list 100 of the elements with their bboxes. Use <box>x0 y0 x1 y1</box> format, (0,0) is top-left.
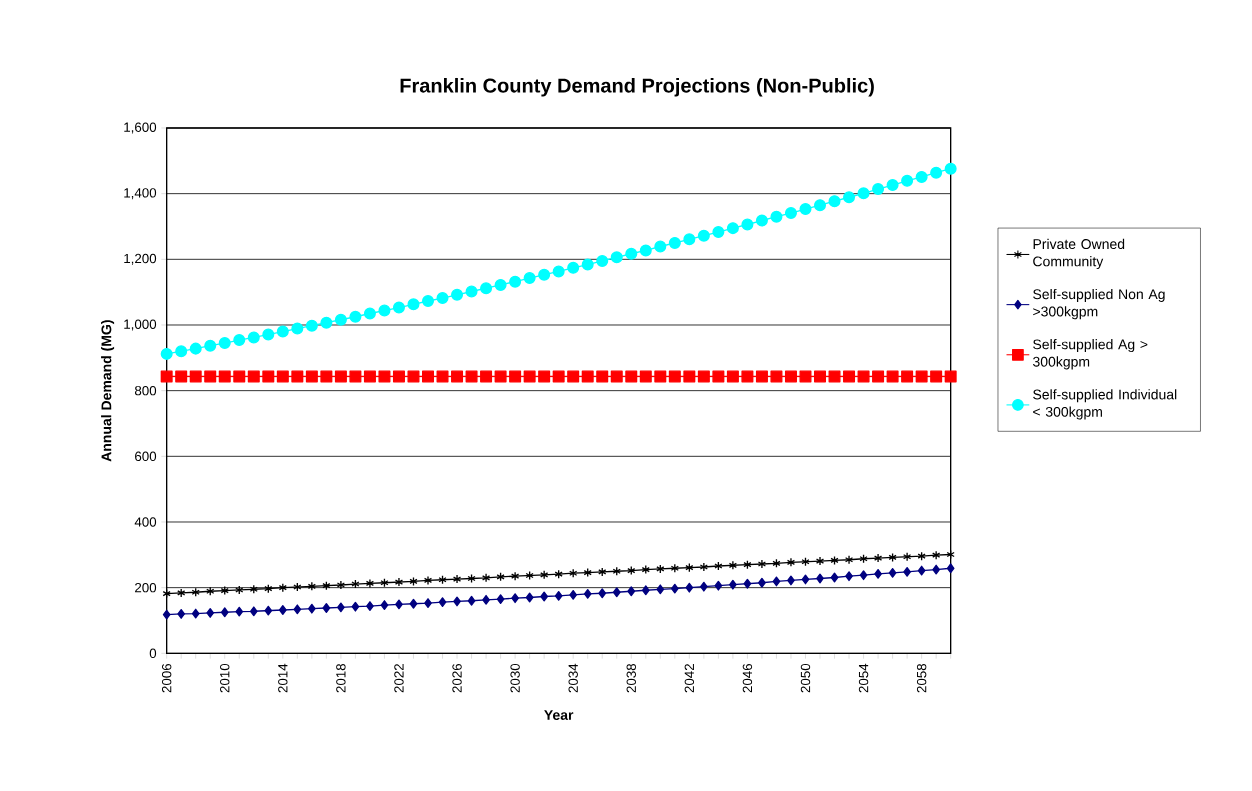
point <box>670 583 679 594</box>
point <box>625 370 638 383</box>
point <box>407 370 420 383</box>
point <box>930 370 943 383</box>
point <box>220 586 229 596</box>
x-tick-label: 2054 <box>858 663 869 693</box>
point <box>685 582 694 593</box>
point <box>349 310 362 323</box>
point <box>233 370 246 383</box>
point <box>366 601 374 612</box>
point <box>801 557 810 567</box>
legend-label: Private Owned Community <box>1033 238 1125 270</box>
point <box>160 370 173 383</box>
chart-title: Franklin County Demand Projections (Non-Public) <box>400 78 874 97</box>
point <box>160 348 173 361</box>
point <box>845 571 853 582</box>
point <box>262 328 275 341</box>
point <box>801 574 810 585</box>
point <box>857 187 870 200</box>
x-tick-label: 2006 <box>161 664 172 693</box>
x-tick-label: 2050 <box>800 664 811 693</box>
point <box>218 370 231 383</box>
point <box>554 569 563 580</box>
point <box>175 345 188 358</box>
point <box>741 218 754 231</box>
point <box>639 244 652 257</box>
y-tick-label: 400 <box>134 517 157 527</box>
point <box>728 560 738 571</box>
point <box>757 559 767 569</box>
point <box>162 589 171 599</box>
point <box>656 564 665 574</box>
point <box>814 199 827 212</box>
point <box>683 233 696 246</box>
x-tick-label: 2026 <box>452 664 462 693</box>
point <box>712 370 725 383</box>
point <box>235 585 244 595</box>
point <box>336 580 346 590</box>
point <box>901 370 914 383</box>
point <box>334 370 347 383</box>
point <box>351 579 360 589</box>
point <box>307 581 316 592</box>
point <box>191 608 200 619</box>
point <box>699 581 708 592</box>
point <box>334 313 347 326</box>
x-tick-label: 2030 <box>510 664 520 693</box>
point <box>654 370 667 383</box>
point <box>857 370 870 383</box>
point <box>683 370 696 383</box>
point <box>175 370 188 383</box>
point <box>612 587 621 598</box>
point <box>654 240 667 253</box>
legend-label: Self-supplied Individual < 300kgpm <box>1033 389 1177 420</box>
point <box>409 576 418 587</box>
y-tick-label: 1,400 <box>124 188 157 200</box>
point <box>741 370 754 383</box>
point <box>641 585 650 596</box>
point <box>859 570 868 581</box>
point <box>873 553 883 563</box>
point <box>567 370 580 383</box>
point <box>465 285 478 298</box>
point <box>278 605 287 616</box>
point <box>697 229 710 242</box>
point <box>525 592 534 603</box>
point <box>395 599 403 610</box>
point <box>639 370 652 383</box>
point <box>378 304 391 317</box>
point <box>218 337 231 350</box>
point <box>699 562 708 572</box>
point <box>247 370 260 383</box>
point <box>569 568 578 579</box>
point <box>787 575 795 586</box>
point <box>755 370 768 383</box>
point <box>627 566 636 576</box>
x-tick-label: 2058 <box>916 664 927 693</box>
point <box>392 301 405 314</box>
point <box>903 567 911 577</box>
point <box>424 598 432 609</box>
legend-label: Self-supplied Ag > 300kgpm <box>1033 339 1148 370</box>
point <box>220 607 229 618</box>
point <box>843 191 856 204</box>
point <box>509 275 522 288</box>
point <box>305 370 318 383</box>
point <box>467 596 476 606</box>
point <box>436 370 449 383</box>
point <box>915 171 928 184</box>
point <box>482 595 490 605</box>
point <box>407 298 420 311</box>
point <box>944 162 957 175</box>
point <box>828 370 841 383</box>
point <box>351 601 360 612</box>
point <box>452 574 462 584</box>
point <box>467 573 476 584</box>
legend-label: Self-supplied Non Ag >300kgpm <box>1033 289 1165 320</box>
point <box>888 568 897 578</box>
point <box>726 222 739 235</box>
point <box>291 322 304 335</box>
point <box>901 175 914 188</box>
point <box>598 588 607 599</box>
point <box>480 370 493 383</box>
point <box>247 331 260 344</box>
